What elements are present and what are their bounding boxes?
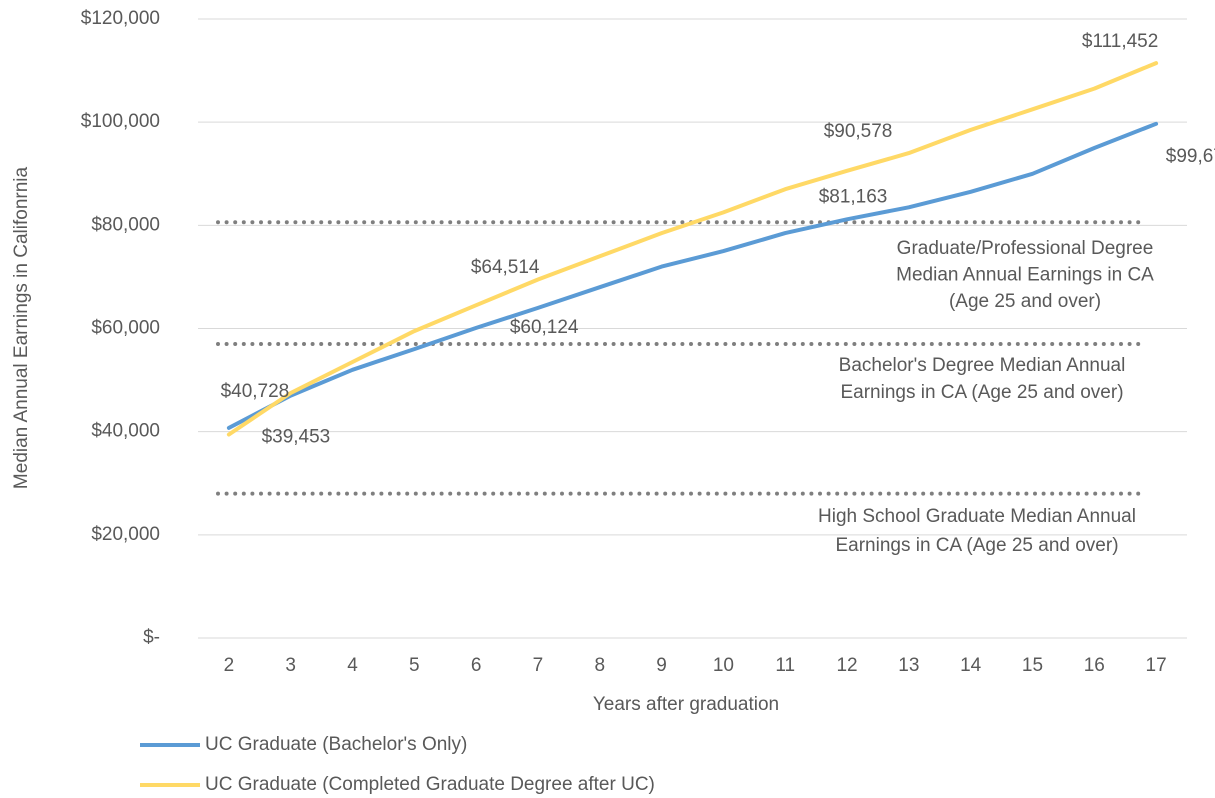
data-label: $99,676 (1166, 146, 1215, 167)
x-tick-label: 10 (713, 655, 734, 676)
y-tick-label: $60,000 (91, 318, 160, 339)
reference-label: (Age 25 and over) (949, 291, 1101, 312)
legend-label: UC Graduate (Bachelor's Only) (205, 734, 467, 755)
y-tick-label: $- (143, 627, 160, 648)
data-label: $40,728 (221, 381, 290, 402)
x-tick-label: 14 (960, 655, 982, 676)
x-tick-label: 13 (898, 655, 919, 676)
y-axis-title: Median Annual Earnings in Califonrnia (11, 166, 32, 489)
x-axis-title: Years after graduation (593, 694, 779, 715)
x-tick-label: 7 (533, 655, 544, 676)
x-tick-label: 6 (471, 655, 482, 676)
y-tick-label: $100,000 (81, 111, 160, 132)
x-tick-label: 17 (1146, 655, 1167, 676)
x-tick-label: 9 (656, 655, 667, 676)
data-label: $90,578 (824, 121, 893, 142)
x-tick-label: 2 (224, 655, 235, 676)
reference-label: Bachelor's Degree Median Annual (839, 355, 1126, 376)
x-tick-label: 12 (836, 655, 857, 676)
y-tick-label: $20,000 (91, 524, 160, 545)
x-tick-label: 8 (594, 655, 605, 676)
y-tick-label: $40,000 (91, 421, 160, 442)
y-tick-label: $80,000 (91, 214, 160, 235)
data-label: $81,163 (819, 186, 888, 207)
reference-label: Graduate/Professional Degree (897, 238, 1154, 259)
x-tick-label: 15 (1022, 655, 1043, 676)
y-tick-label: $120,000 (81, 8, 160, 29)
reference-label: Median Annual Earnings in CA (896, 265, 1154, 286)
reference-label: Earnings in CA (Age 25 and over) (840, 382, 1123, 403)
data-label: $60,124 (510, 317, 579, 338)
x-tick-label: 4 (347, 655, 358, 676)
x-tick-label: 16 (1084, 655, 1105, 676)
reference-label: High School Graduate Median Annual (818, 506, 1136, 527)
x-tick-label: 11 (775, 655, 795, 676)
data-label: $39,453 (262, 427, 331, 448)
data-label: $64,514 (471, 257, 540, 278)
series-line (226, 61, 1159, 437)
x-tick-label: 5 (409, 655, 420, 676)
legend-label: UC Graduate (Completed Graduate Degree a… (205, 774, 655, 795)
reference-label: Earnings in CA (Age 25 and over) (835, 535, 1118, 556)
data-label: $111,452 (1082, 31, 1158, 52)
series-line (226, 121, 1159, 430)
x-tick-label: 3 (285, 655, 296, 676)
